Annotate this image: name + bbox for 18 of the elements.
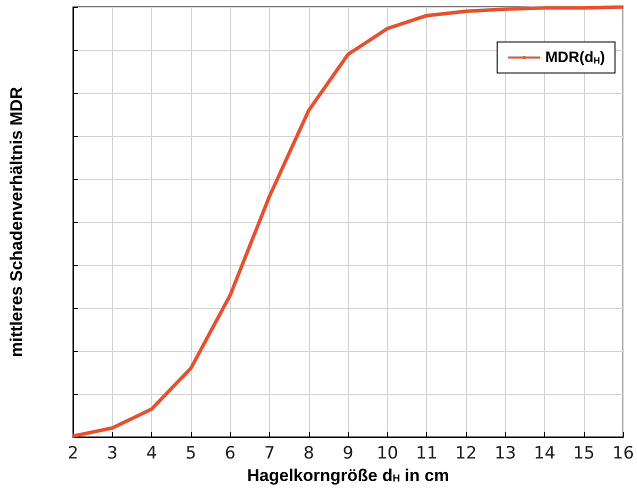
x-tick-label: 3 [106, 444, 118, 464]
x-tick-label: 7 [264, 444, 275, 464]
x-tick-label: 13 [494, 444, 516, 464]
x-tick-label: 5 [185, 444, 196, 464]
x-tick-label: 14 [534, 444, 556, 464]
x-tick-label: 2 [68, 444, 78, 464]
y-axis-title: mittleres Schadenverhältnis MDR [7, 86, 26, 358]
x-tick-label: 8 [303, 444, 314, 464]
legend-label: MDR(dH) [545, 49, 606, 66]
x-tick-label: 11 [416, 444, 438, 464]
x-tick-label: 9 [342, 444, 354, 464]
x-tick-label: 10 [376, 444, 398, 464]
x-tick-label: 6 [224, 444, 236, 464]
x-axis-title: Hagelkorngröße dH in cm [247, 466, 450, 485]
x-tick-label: 4 [146, 444, 158, 464]
x-tick-label: 15 [573, 444, 595, 464]
x-tick-label: 16 [612, 444, 634, 464]
x-tick-label: 12 [455, 444, 477, 464]
